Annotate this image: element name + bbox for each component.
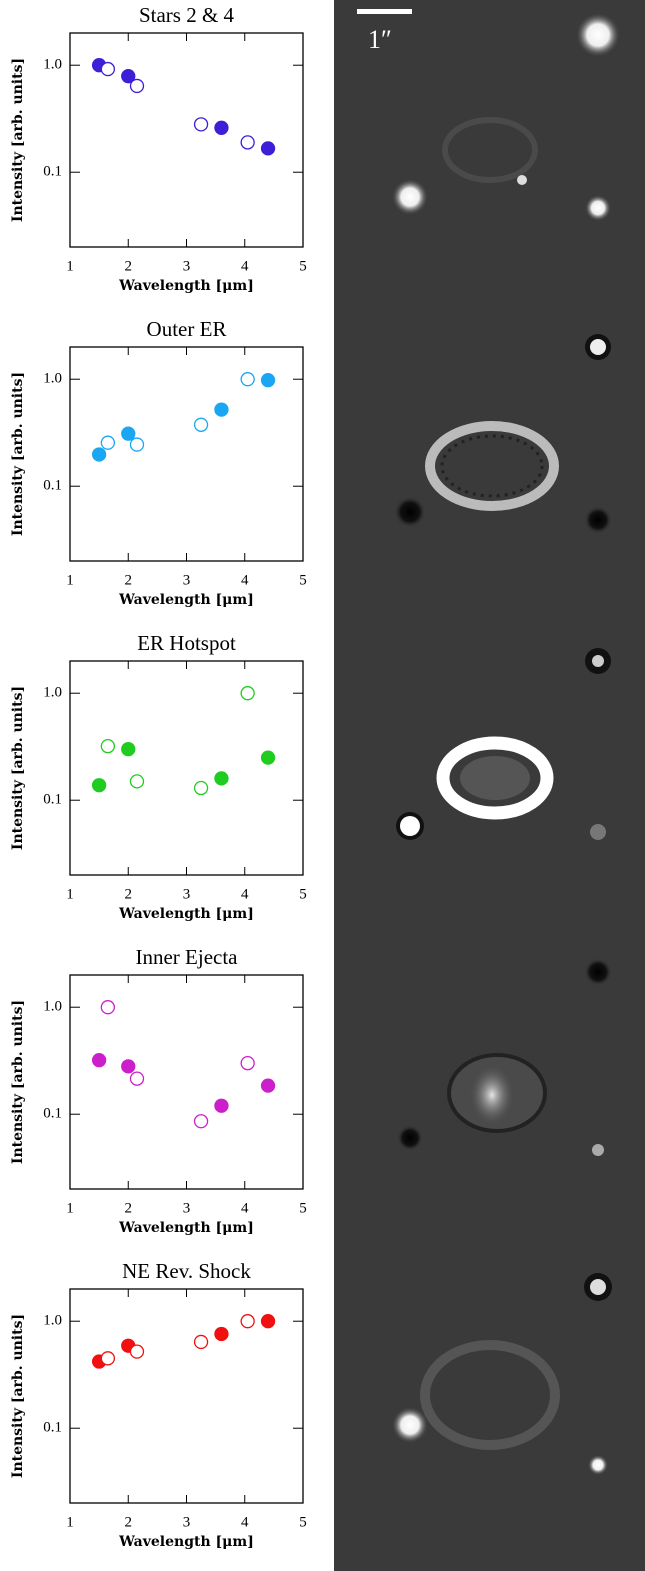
- x-tick-label: 2: [125, 258, 133, 274]
- chart-title: NE Rev. Shock: [122, 1259, 251, 1283]
- x-tick-label: 4: [241, 886, 249, 902]
- data-point: [260, 750, 276, 765]
- data-point: [214, 1326, 229, 1342]
- y-tick-label: 1.0: [43, 57, 62, 73]
- data-point: [100, 61, 116, 77]
- image-er-hotspot: [396, 648, 611, 840]
- x-axis-label: Wavelength [μm]: [118, 1534, 254, 1550]
- data-point: [91, 447, 107, 462]
- data-point: [193, 417, 209, 432]
- data-point: [260, 1078, 276, 1093]
- x-tick-label: 4: [241, 572, 249, 588]
- data-point: [214, 120, 229, 135]
- x-tick-label: 1: [66, 1514, 74, 1530]
- x-tick-label: 3: [183, 258, 191, 274]
- y-tick-label: 1.0: [43, 999, 62, 1015]
- image-column: 1″: [334, 0, 645, 1571]
- x-tick-label: 5: [299, 572, 307, 588]
- y-tick-label: 0.1: [43, 164, 62, 180]
- x-tick-label: 1: [66, 572, 74, 588]
- data-point: [193, 1114, 209, 1129]
- x-tick-label: 1: [66, 1200, 74, 1216]
- data-point: [129, 437, 145, 452]
- y-tick-label: 0.1: [43, 792, 62, 808]
- data-point: [193, 117, 209, 132]
- data-point: [240, 372, 255, 387]
- x-axis-label: Wavelength [μm]: [118, 1220, 254, 1236]
- data-point: [214, 771, 229, 786]
- data-point: [214, 402, 229, 417]
- image-ne-rev-shock: [392, 1273, 612, 1475]
- data-point: [121, 426, 136, 441]
- charts: Stars 2 & 4 1 2 3 4 5 1.0 0.1 Wavelength [μm] Int…: [10, 3, 307, 1550]
- x-tick-label: 1: [66, 258, 74, 274]
- y-tick-label: 0.1: [43, 478, 62, 494]
- x-tick-label: 4: [241, 258, 249, 274]
- data-point: [100, 1351, 116, 1366]
- y-axis-label: Intensity [arb. units]: [10, 686, 26, 850]
- scale-bar: [357, 9, 412, 14]
- y-tick-label: 0.1: [43, 1420, 62, 1436]
- chart-background: [0, 0, 333, 1571]
- image-outer-er: [394, 334, 612, 534]
- x-tick-label: 3: [183, 1514, 191, 1530]
- y-axis-label: Intensity [arb. units]: [10, 58, 26, 222]
- data-point: [260, 1314, 276, 1329]
- x-tick-label: 2: [125, 1514, 133, 1530]
- scale-label: 1″: [368, 25, 392, 54]
- x-tick-label: 1: [66, 886, 74, 902]
- x-tick-label: 5: [299, 886, 307, 902]
- y-tick-label: 0.1: [43, 1106, 62, 1122]
- x-axis-label: Wavelength [μm]: [118, 278, 254, 294]
- data-point: [129, 1071, 145, 1086]
- data-point: [129, 774, 145, 789]
- x-tick-label: 4: [241, 1514, 249, 1530]
- x-tick-label: 3: [183, 1200, 191, 1216]
- chart-title: Inner Ejecta: [135, 945, 238, 969]
- data-point: [129, 1344, 145, 1359]
- x-axis-label: Wavelength [μm]: [118, 592, 254, 608]
- x-tick-label: 4: [241, 1200, 249, 1216]
- image-stars: [392, 13, 620, 221]
- data-point: [240, 1056, 255, 1071]
- data-point: [91, 778, 107, 793]
- image-inner-ejecta: [397, 958, 612, 1156]
- data-point: [121, 742, 136, 757]
- data-point: [260, 141, 276, 156]
- data-point: [214, 1098, 229, 1113]
- chart-title: Outer ER: [147, 317, 227, 341]
- x-tick-label: 5: [299, 1200, 307, 1216]
- x-tick-label: 2: [125, 1200, 133, 1216]
- data-point: [121, 69, 136, 84]
- y-axis-label: Intensity [arb. units]: [10, 1314, 26, 1478]
- x-tick-label: 5: [299, 1514, 307, 1530]
- x-tick-label: 3: [183, 886, 191, 902]
- data-point: [91, 1053, 107, 1068]
- x-tick-label: 3: [183, 572, 191, 588]
- data-point: [240, 1314, 255, 1329]
- y-axis-label: Intensity [arb. units]: [10, 372, 26, 536]
- chart-title: Stars 2 & 4: [139, 3, 235, 27]
- x-tick-label: 5: [299, 258, 307, 274]
- y-tick-label: 1.0: [43, 1313, 62, 1329]
- y-tick-label: 1.0: [43, 685, 62, 701]
- data-point: [193, 780, 209, 796]
- chart-title: ER Hotspot: [137, 631, 236, 655]
- x-tick-label: 2: [125, 886, 133, 902]
- data-point: [129, 78, 145, 94]
- data-point: [193, 1334, 209, 1350]
- y-tick-label: 1.0: [43, 371, 62, 387]
- data-point: [121, 1059, 136, 1074]
- data-point: [240, 686, 255, 701]
- x-axis-label: Wavelength [μm]: [118, 906, 254, 922]
- data-point: [100, 739, 116, 754]
- y-axis-label: Intensity [arb. units]: [10, 1000, 26, 1164]
- data-point: [100, 435, 116, 450]
- data-point: [240, 135, 255, 150]
- data-point: [100, 1000, 116, 1015]
- x-tick-label: 2: [125, 572, 133, 588]
- data-point: [260, 372, 276, 388]
